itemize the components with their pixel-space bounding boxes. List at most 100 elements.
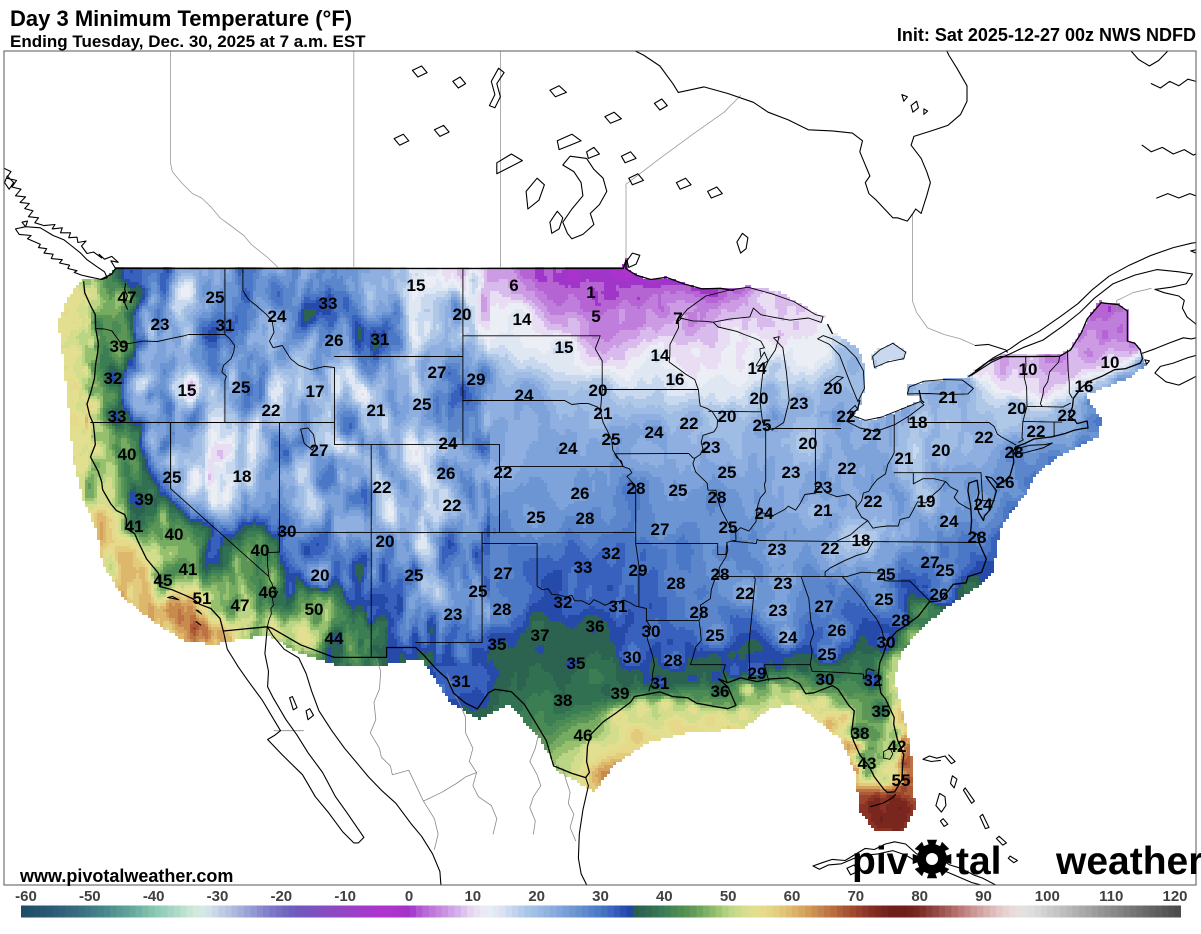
svg-text:28: 28	[1005, 443, 1024, 462]
svg-text:30: 30	[877, 633, 896, 652]
svg-text:29: 29	[748, 664, 767, 683]
svg-text:22: 22	[262, 401, 281, 420]
svg-text:27: 27	[815, 597, 834, 616]
svg-text:90: 90	[975, 888, 992, 905]
svg-text:Day 3 Minimum Temperature (°F): Day 3 Minimum Temperature (°F)	[10, 6, 352, 31]
svg-text:23: 23	[702, 438, 721, 457]
svg-text:20: 20	[932, 441, 951, 460]
svg-text:30: 30	[278, 522, 297, 541]
svg-text:6: 6	[509, 276, 518, 295]
svg-text:50: 50	[305, 600, 324, 619]
svg-text:100: 100	[1035, 888, 1060, 905]
svg-text:25: 25	[719, 518, 738, 537]
svg-text:33: 33	[574, 558, 593, 577]
svg-text:piv: piv	[852, 840, 909, 883]
svg-text:38: 38	[851, 724, 870, 743]
svg-text:25: 25	[232, 378, 251, 397]
svg-text:22: 22	[680, 414, 699, 433]
svg-text:25: 25	[405, 566, 424, 585]
svg-text:26: 26	[930, 585, 949, 604]
svg-text:80: 80	[911, 888, 928, 905]
svg-text:24: 24	[974, 495, 993, 514]
svg-text:47: 47	[231, 596, 250, 615]
svg-text:19: 19	[917, 492, 936, 511]
svg-text:25: 25	[602, 430, 621, 449]
svg-text:25: 25	[469, 582, 488, 601]
svg-text:27: 27	[921, 553, 940, 572]
svg-text:25: 25	[877, 565, 896, 584]
svg-text:20: 20	[750, 389, 769, 408]
svg-text:22: 22	[373, 478, 392, 497]
svg-text:25: 25	[706, 626, 725, 645]
svg-text:-10: -10	[334, 888, 356, 905]
svg-text:40: 40	[118, 445, 137, 464]
svg-text:29: 29	[629, 561, 648, 580]
svg-text:22: 22	[1058, 406, 1077, 425]
svg-text:26: 26	[437, 464, 456, 483]
svg-text:33: 33	[319, 294, 338, 313]
svg-text:47: 47	[118, 288, 137, 307]
svg-text:22: 22	[838, 459, 857, 478]
svg-text:23: 23	[768, 540, 787, 559]
svg-text:18: 18	[233, 467, 252, 486]
svg-text:50: 50	[720, 888, 737, 905]
svg-text:21: 21	[594, 404, 613, 423]
svg-text:Ending Tuesday, Dec. 30, 2025: Ending Tuesday, Dec. 30, 2025 at 7 a.m. …	[10, 32, 366, 51]
svg-text:40: 40	[251, 541, 270, 560]
svg-text:31: 31	[371, 330, 390, 349]
svg-text:1: 1	[586, 283, 595, 302]
svg-text:20: 20	[718, 407, 737, 426]
svg-text:16: 16	[1075, 377, 1094, 396]
svg-text:110: 110	[1099, 888, 1123, 905]
svg-text:30: 30	[816, 670, 835, 689]
svg-text:23: 23	[769, 601, 788, 620]
svg-text:22: 22	[837, 407, 856, 426]
svg-text:23: 23	[444, 605, 463, 624]
svg-text:22: 22	[821, 539, 840, 558]
svg-text:23: 23	[782, 463, 801, 482]
svg-text:25: 25	[206, 288, 225, 307]
svg-text:20: 20	[589, 381, 608, 400]
svg-text:-30: -30	[207, 888, 229, 905]
svg-text:20: 20	[824, 379, 843, 398]
svg-text:39: 39	[611, 684, 630, 703]
svg-text:22: 22	[494, 463, 513, 482]
svg-text:39: 39	[135, 490, 154, 509]
svg-text:27: 27	[651, 520, 670, 539]
svg-text:20: 20	[376, 532, 395, 551]
svg-text:22: 22	[443, 496, 462, 515]
svg-text:15: 15	[407, 276, 426, 295]
svg-text:39: 39	[110, 337, 129, 356]
svg-text:22: 22	[1027, 422, 1046, 441]
svg-text:14: 14	[748, 359, 767, 378]
svg-text:14: 14	[513, 310, 532, 329]
svg-text:20: 20	[528, 888, 545, 905]
svg-text:25: 25	[818, 645, 837, 664]
svg-text:22: 22	[864, 492, 883, 511]
svg-text:25: 25	[413, 395, 432, 414]
svg-text:5: 5	[591, 307, 600, 326]
svg-text:26: 26	[828, 621, 847, 640]
svg-text:24: 24	[940, 512, 959, 531]
svg-text:25: 25	[753, 416, 772, 435]
svg-text:10: 10	[1101, 353, 1120, 372]
svg-text:30: 30	[592, 888, 609, 905]
svg-text:31: 31	[651, 674, 670, 693]
svg-text:28: 28	[576, 509, 595, 528]
svg-text:25: 25	[163, 468, 182, 487]
svg-text:27: 27	[494, 564, 513, 583]
svg-text:25: 25	[669, 481, 688, 500]
svg-text:22: 22	[736, 584, 755, 603]
svg-text:21: 21	[939, 388, 958, 407]
svg-text:36: 36	[711, 682, 730, 701]
svg-text:28: 28	[711, 565, 730, 584]
svg-text:23: 23	[790, 394, 809, 413]
svg-text:31: 31	[609, 597, 628, 616]
svg-text:24: 24	[779, 628, 798, 647]
svg-text:41: 41	[125, 517, 144, 536]
svg-text:18: 18	[909, 413, 928, 432]
svg-text:33: 33	[108, 407, 127, 426]
svg-text:32: 32	[864, 671, 883, 690]
svg-text:27: 27	[310, 441, 329, 460]
svg-text:23: 23	[774, 574, 793, 593]
